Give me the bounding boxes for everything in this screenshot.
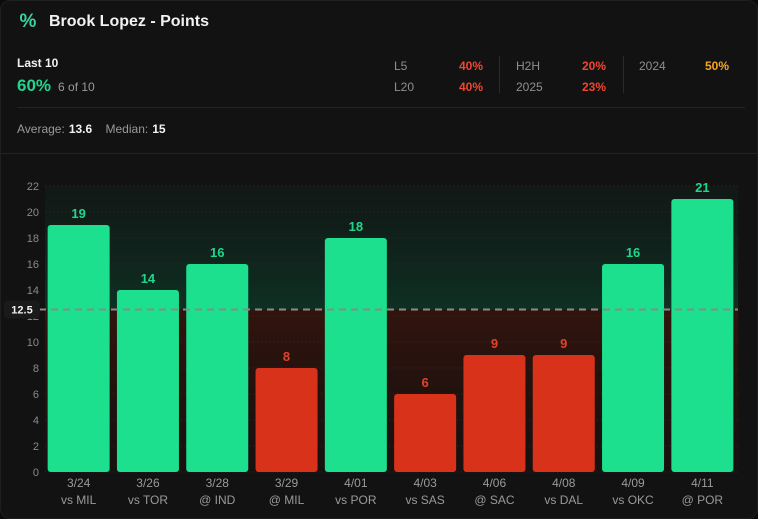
y-tick-label: 4 [33,415,39,427]
median-label: Median: [105,122,149,136]
threshold-badge [4,300,40,319]
section-divider [17,107,745,108]
bar [255,368,318,472]
x-tick-date: 4/06 [483,476,507,490]
bar-value-label: 21 [695,180,709,195]
y-tick-label: 16 [27,259,39,271]
stat-label-h2h: H2H [516,59,541,73]
stat-value-2024: 50% [704,59,729,73]
stat-value-l5: 40% [458,59,483,73]
bar [671,199,734,472]
bar [47,225,110,472]
bar-value-label: 9 [560,336,567,351]
x-tick-opponent: vs TOR [128,493,169,507]
bar [324,238,387,472]
bar [463,355,526,472]
x-tick-date: 4/11 [691,476,714,490]
y-tick-label: 20 [27,207,39,219]
last-10-summary: Last 10 60% 6 of 10 [17,56,95,96]
bar-value-label: 19 [71,206,85,221]
bar-value-label: 14 [141,271,156,286]
stat-value-2025: 23% [581,80,606,94]
x-tick-date: 3/29 [275,476,299,490]
y-tick-label: 2 [33,441,39,453]
average-label: Average: [17,122,65,136]
bar [394,394,457,472]
y-tick-label: 6 [33,389,39,401]
stat-label-l20: L20 [394,80,415,94]
y-tick-label: 0 [33,467,39,479]
chart-divider [1,153,757,154]
x-tick-opponent: vs SAS [405,493,444,507]
last-10-label: Last 10 [17,56,59,70]
x-tick-opponent: @ POR [682,493,724,507]
stat-label-2024: 2024 [639,59,666,73]
x-tick-date: 4/09 [621,476,645,490]
stat-label-2025: 2025 [516,80,543,94]
x-tick-date: 3/28 [206,476,230,490]
y-tick-label: 18 [27,233,39,245]
bar [186,264,249,472]
x-tick-opponent: vs DAL [544,493,583,507]
stat-value-l20: 40% [458,80,483,94]
stat-value-h2h: 20% [581,59,606,73]
y-tick-label: 22 [27,181,39,193]
bar-value-label: 6 [422,375,429,390]
bar-value-label: 16 [626,245,640,260]
stats-divider [499,56,500,93]
bar-value-label: 18 [349,219,363,234]
x-tick-opponent: vs MIL [61,493,97,507]
bar-value-label: 8 [283,349,290,364]
y-tick-label: 8 [33,363,39,375]
average-median-summary: Average: 13.6 Median: 15 [17,122,176,136]
x-tick-opponent: @ SAC [474,493,515,507]
x-tick-opponent: @ IND [199,493,236,507]
bar-value-label: 16 [210,245,224,260]
bar [532,355,595,472]
y-tick-label: 10 [27,337,39,349]
bar-value-label: 9 [491,336,498,351]
x-tick-date: 3/26 [136,476,160,490]
threshold-label: 12.5 [11,305,32,317]
x-tick-opponent: @ MIL [269,493,305,507]
card-header: % Brook Lopez - Points [17,11,209,33]
last-10-hit-rate: 60% [17,76,52,95]
x-tick-opponent: vs POR [335,493,377,507]
x-tick-date: 4/01 [344,476,368,490]
bar [116,290,179,472]
x-tick-date: 3/24 [67,476,91,490]
y-tick-label: 14 [27,285,39,297]
stat-label-l5: L5 [394,59,408,73]
x-tick-date: 4/03 [413,476,437,490]
page-title: Brook Lopez - Points [49,13,209,30]
x-tick-opponent: vs OKC [612,493,654,507]
stats-divider [623,56,624,93]
bar [602,264,665,472]
last-10-count: 6 of 10 [58,80,95,94]
median-value: 15 [152,122,166,136]
percent-icon: % [19,11,37,32]
average-value: 13.6 [68,122,93,136]
x-tick-date: 4/08 [552,476,576,490]
